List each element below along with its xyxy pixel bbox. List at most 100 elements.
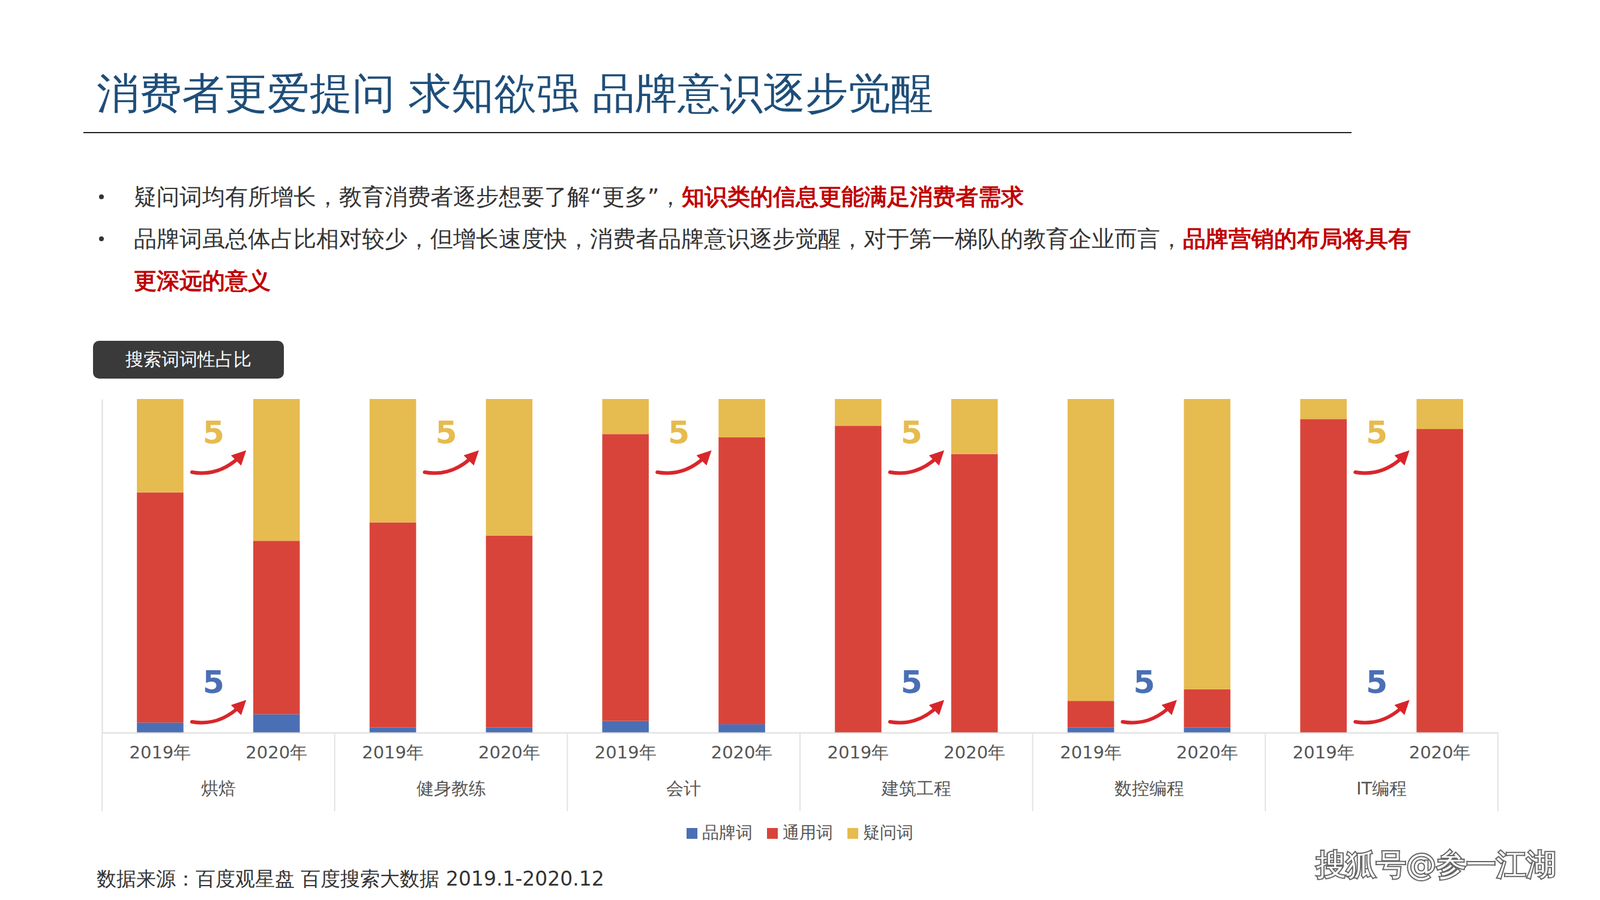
legend-label: 通用词	[782, 822, 834, 843]
annotation: 5	[1365, 414, 1388, 451]
group-separator	[1264, 732, 1266, 812]
group-separator	[799, 732, 801, 812]
x-tick: 2019年	[594, 742, 657, 763]
chart-svg: 搜索词词性占比 2019年 2020年 2019年 2020年 2019年 2020年 201…	[0, 0, 1600, 900]
legend-item: 品牌词	[686, 822, 753, 843]
bar	[601, 721, 649, 733]
annotation-arrow	[1355, 705, 1405, 723]
x-tick-label: 2019年	[361, 742, 424, 763]
y-axis	[102, 399, 103, 734]
annotation: 5	[900, 664, 923, 701]
x-tick: 2019年	[1292, 742, 1355, 763]
bullet: 疑问词均有所增长，教育消费者逐步想要了解“更多”，知识类的信息更能满足消费者需求	[133, 175, 1425, 218]
source: 数据来源：百度观星盘 百度搜索大数据 2019.1-2020.12	[96, 867, 605, 891]
bullet-text: 疑问词均有所增长，教育消费者逐步想要了解“更多”，	[133, 183, 682, 211]
annotation-arrow	[192, 455, 242, 473]
x-tick-label: 2020年	[1409, 742, 1471, 763]
bar	[1416, 399, 1464, 430]
annotation-arrow	[1355, 455, 1405, 473]
annotation: 5	[202, 664, 225, 701]
group-label: 健身教练	[416, 778, 487, 799]
bars	[136, 399, 1464, 733]
legend-label: 品牌词	[702, 822, 753, 843]
bullet-text: 品牌词虽总体占比相对较少，但增长速度快，消费者品牌意识逐步觉醒，对于第一梯队的教…	[133, 225, 1183, 253]
group-label: 数控编程	[1114, 778, 1185, 799]
annotation: 5	[667, 414, 690, 451]
annotations: 555555555	[192, 414, 1405, 723]
bullet-dot	[99, 236, 104, 242]
legend-swatch	[686, 828, 698, 840]
bar	[718, 399, 766, 438]
x-tick-label: 2019年	[827, 742, 890, 763]
group-label: 烘焙	[201, 778, 236, 799]
x-tick: 2019年	[827, 742, 890, 763]
x-tick: 2020年	[245, 742, 308, 763]
bar	[253, 540, 301, 715]
series	[136, 418, 1464, 733]
group-label: 建筑工程	[881, 778, 952, 799]
annotation-arrow	[424, 455, 475, 473]
x-tick: 2019年	[1059, 742, 1122, 763]
x-tick: 2019年	[129, 742, 192, 763]
annotation-arrow	[890, 455, 940, 473]
legend-label: 疑问词	[863, 822, 914, 843]
series	[136, 714, 1231, 733]
title: 消费者更爱提问 求知欲强 品牌意识逐步觉醒	[96, 70, 934, 117]
x-tick: 2020年	[1176, 742, 1239, 763]
bar	[1067, 700, 1115, 728]
bar	[486, 535, 533, 728]
bar	[1299, 418, 1347, 733]
bar	[486, 727, 533, 733]
x-tick: 2020年	[711, 742, 773, 763]
bar	[486, 399, 533, 536]
annotation-arrow	[657, 455, 707, 473]
group-label: IT编程	[1356, 778, 1407, 799]
bar	[1067, 727, 1115, 733]
group-separator	[1497, 732, 1499, 812]
x-tick-label: 2020年	[478, 742, 541, 763]
title-rule	[83, 132, 1352, 134]
y-axis-line	[102, 399, 104, 734]
bar	[1416, 429, 1464, 733]
annotation: 5	[1133, 664, 1155, 701]
bar	[1184, 399, 1231, 690]
bar	[1299, 399, 1347, 419]
x-tick-label: 2020年	[245, 742, 308, 763]
annotation-arrow	[890, 705, 940, 723]
legend-item: 疑问词	[847, 822, 914, 843]
annotation-arrow	[192, 705, 242, 723]
group-separator	[566, 732, 568, 812]
bar	[718, 437, 766, 725]
bar	[136, 399, 184, 493]
watermark: 搜狐号@参一江湖	[1316, 847, 1557, 883]
bar	[951, 454, 999, 733]
chart-title: 搜索词词性占比	[125, 348, 252, 370]
annotation: 5	[900, 414, 923, 451]
x-tick-label: 2019年	[1059, 742, 1122, 763]
chart-title-bg	[93, 340, 284, 379]
bar	[369, 399, 417, 523]
x-tick-label: 2020年	[711, 742, 773, 763]
bar	[1067, 399, 1115, 701]
bar	[834, 425, 882, 733]
bar	[136, 722, 184, 733]
bar	[253, 399, 301, 541]
group-separator	[334, 732, 336, 812]
bar	[253, 714, 301, 733]
x-tick-label: 2020年	[1176, 742, 1239, 763]
bar	[369, 522, 417, 728]
x-tick-label: 2019年	[1292, 742, 1355, 763]
annotation-arrow	[1122, 705, 1173, 723]
group-label: 会计	[666, 778, 701, 799]
x-tick: 2020年	[1409, 742, 1471, 763]
series	[136, 399, 1464, 701]
group-axis: 烘焙 健身教练 会计 建筑工程 数控编程 IT编程	[102, 732, 1498, 812]
annotation: 5	[1365, 664, 1388, 701]
bar	[136, 492, 184, 724]
group-separator	[1032, 732, 1034, 812]
legend-item: 通用词	[766, 822, 834, 843]
legend: 品牌词 通用词 疑问词	[686, 822, 914, 843]
bar	[834, 399, 882, 426]
legend-swatch	[766, 828, 778, 840]
bullet-dot	[99, 194, 104, 200]
